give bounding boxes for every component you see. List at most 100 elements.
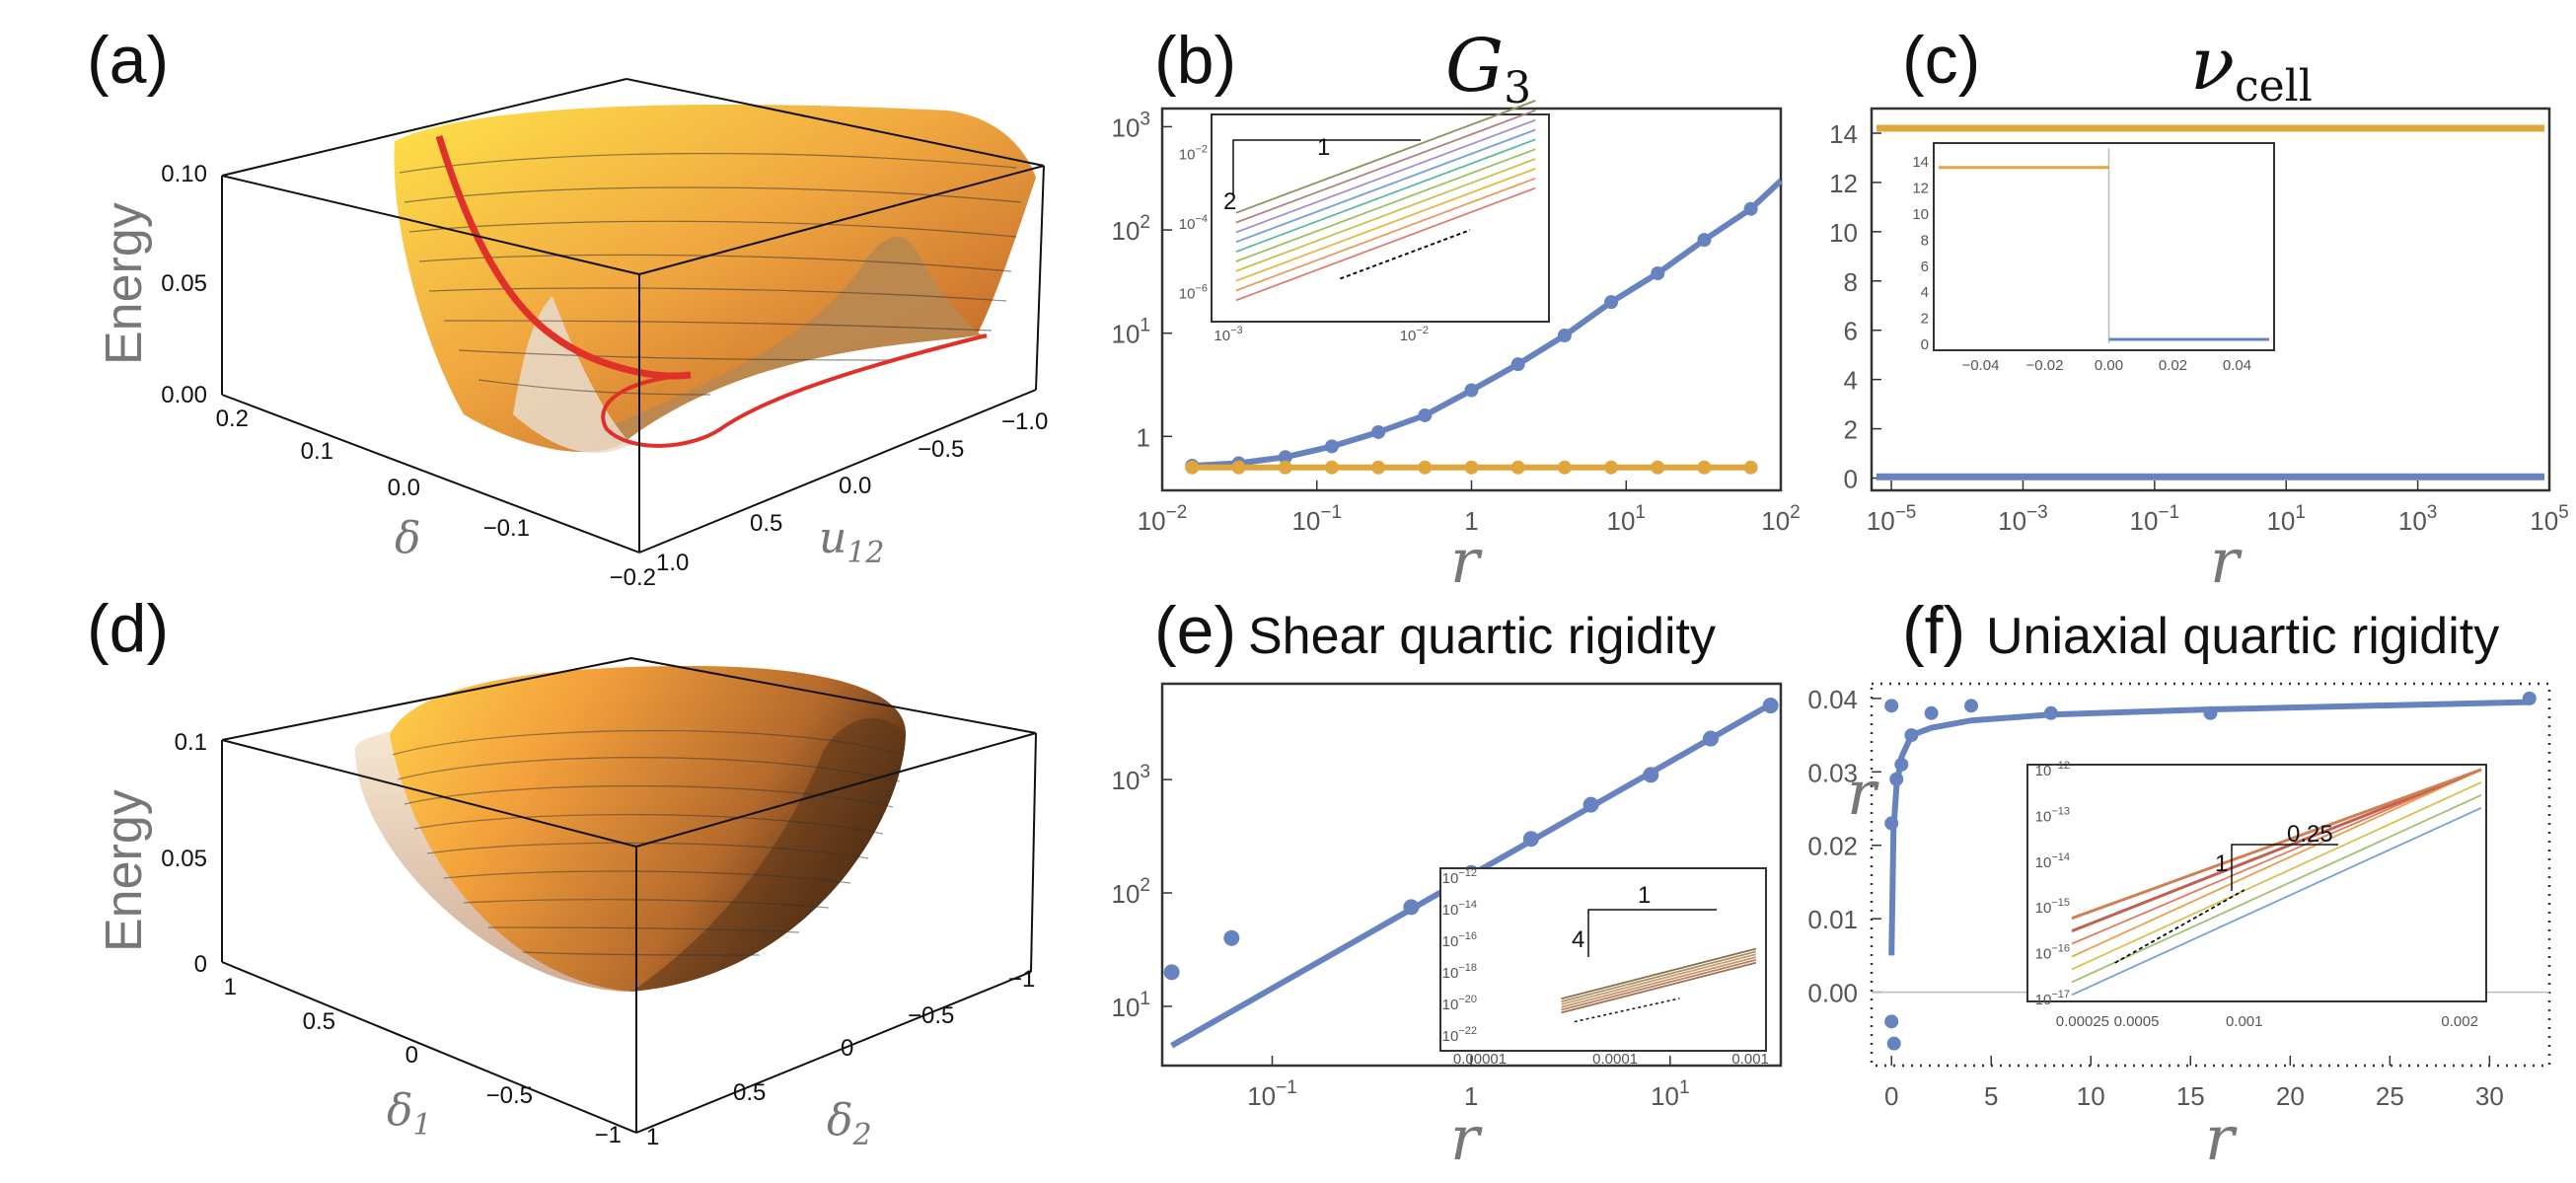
u-tick: 0.5 [750, 510, 782, 537]
inset-y-tick-label: 10−12 [2035, 760, 2070, 779]
inset-x-tick-label: 0.001 [2226, 1013, 2263, 1030]
u-tick: 0.0 [839, 473, 871, 499]
data-point [1904, 728, 1919, 743]
x-tick-label: 30 [2475, 1081, 2504, 1111]
y-tick-label: 12 [1829, 169, 1858, 198]
panel-e-title: Shear quartic rigidity [1248, 608, 1716, 665]
data-point [1702, 730, 1719, 747]
data-point-orange [1371, 460, 1386, 475]
data-point-orange [1557, 460, 1572, 475]
x-tick-label: 102 [1761, 502, 1801, 536]
d2-tick: 0 [841, 1035, 853, 1062]
data-point [2522, 691, 2537, 705]
reference-slope-line [1340, 229, 1471, 280]
inset-y-tick-label: 10−20 [1442, 994, 1477, 1013]
d1-tick: 0.5 [303, 1008, 335, 1035]
series-layer [1884, 691, 2537, 1051]
u-tick: 1.0 [656, 550, 689, 576]
z-tick: 0.1 [175, 729, 207, 756]
data-point-orange [1418, 460, 1433, 475]
inset-y-tick-label: 10−22 [1442, 1025, 1477, 1045]
inset-line [1561, 953, 1757, 1005]
inset-line [1235, 100, 1536, 214]
z-axis-label: Energy [96, 789, 153, 952]
y-tick-label: 10 [1829, 218, 1858, 248]
data-point [1964, 699, 1979, 713]
inset-y-tick-label: 6 [1921, 259, 1929, 275]
d1-tick: −1 [595, 1122, 622, 1148]
inset-layer: 10−3 10−2 10−6 10−4 10−2 [1179, 100, 1536, 344]
x-tick-label: 25 [2376, 1081, 2404, 1111]
inset-y-tick-label: 10−4 [1179, 213, 1208, 233]
inset-y-tick-label: 8 [1921, 232, 1929, 249]
u-tick: −1.0 [1001, 408, 1048, 435]
delta-tick: −0.1 [483, 515, 530, 542]
x-axis-label: r [2210, 525, 2243, 597]
data-point-orange [1324, 460, 1339, 475]
data-point-orange [1604, 460, 1619, 475]
x-tick-label: 101 [1607, 502, 1647, 536]
inset-line [1235, 186, 1536, 302]
inset-line [1235, 118, 1536, 234]
x-tick-label: 103 [2398, 502, 2438, 536]
panel-c: (c) νcell 10−5 10−3 10−1 101 103 105 0 2 4 6 8 10 12… [1829, 22, 2569, 597]
inset-frame [2026, 764, 2487, 1002]
inset-line [1235, 128, 1536, 244]
slope-run-label: 0.25 [2287, 821, 2333, 848]
inset-y-tick-label: 10−16 [1442, 930, 1477, 950]
data-point-orange [1697, 460, 1712, 475]
inset-frame [1211, 113, 1550, 323]
inset-line [1235, 177, 1536, 292]
data-point-blue [1651, 266, 1665, 281]
x-tick-label: 20 [2276, 1081, 2305, 1111]
inset-x-tick-label: 0.001 [1731, 1051, 1769, 1068]
y-tick-label: 102 [1112, 875, 1151, 909]
y-tick-label: 103 [1112, 762, 1151, 795]
data-point [1403, 899, 1420, 916]
inset-x-tick-label: 10−3 [1214, 325, 1242, 344]
data-point-blue [1278, 450, 1292, 465]
panel-b-label: (b) [1154, 23, 1236, 98]
x-tick-label: 10 [2077, 1081, 2105, 1111]
inset-y-tick-label: 14 [1912, 154, 1929, 171]
data-point-blue [1697, 233, 1712, 248]
inset-layer: 0.00001 0.0001 0.001 10−22 10−20 10−18 10−16 10… [1442, 867, 1769, 1068]
inset-line [1235, 168, 1536, 282]
y-tick-label: 14 [1829, 119, 1858, 149]
slope-run-label: 1 [1317, 134, 1330, 161]
panel-f-label: (f) [1902, 593, 1965, 668]
slope-rise-label: 4 [1572, 926, 1584, 953]
panel-d: (d) Energy 0.1 0.05 0 [87, 591, 1037, 1152]
d2-tick: 1 [646, 1124, 659, 1150]
plot-frame [1870, 682, 2551, 1068]
delta-tick: 0.1 [301, 438, 333, 465]
data-point-blue [1604, 295, 1619, 310]
data-point [1884, 1014, 1899, 1029]
inset-line [2071, 794, 2482, 984]
data-point-orange [1743, 460, 1758, 475]
z-tick: 0.05 [161, 270, 207, 297]
delta-tick: 0.0 [388, 475, 420, 501]
data-point-blue [1743, 201, 1758, 216]
data-point-blue [1371, 424, 1386, 439]
inset-y-tick-label: 0 [1921, 336, 1929, 353]
inset-y-tick-label: 12 [1912, 181, 1929, 197]
data-point [2203, 705, 2218, 720]
slope-triangle [1232, 139, 1421, 195]
inset-x-tick-label: −0.02 [2026, 357, 2064, 374]
series-line-blue [1192, 178, 1784, 470]
inset-line [1235, 138, 1536, 254]
panel-a: (a) Energy 0.10 [87, 23, 1048, 591]
x-axis-label: r [2205, 1102, 2238, 1174]
x-tick-label: 1 [1464, 506, 1478, 536]
axes: 10−5 10−3 10−1 101 103 105 0 2 4 6 8 10 12 14 [1829, 119, 2569, 536]
inset-y-tick-label: 10−17 [2035, 989, 2070, 1008]
data-point [1582, 796, 1599, 813]
data-point [1924, 705, 1939, 720]
data-point-orange [1231, 460, 1246, 475]
y-tick-label: 102 [1112, 212, 1151, 246]
slope-rise-label: 1 [2215, 850, 2228, 877]
inset-line [1235, 158, 1536, 272]
x-tick-label: 10−3 [1998, 502, 2048, 536]
inset-x-tick-label: 10−2 [1400, 325, 1429, 344]
